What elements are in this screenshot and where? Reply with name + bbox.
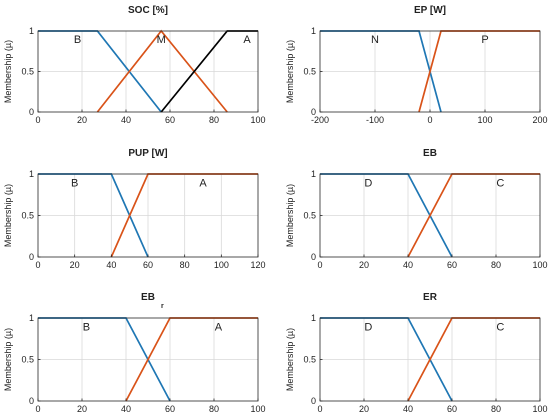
x-tick-label: 20	[70, 260, 80, 270]
y-tick-label: 0	[311, 107, 316, 117]
y-tick-label: 0	[311, 252, 316, 262]
series-label-p: P	[481, 34, 488, 46]
x-tick-label: 80	[209, 115, 219, 125]
x-tick-label: 20	[77, 404, 87, 414]
y-axis-label: Membership (µ)	[285, 184, 295, 247]
series-label-a: A	[215, 321, 223, 333]
y-tick-label: 1	[311, 313, 316, 323]
x-tick-label: 0	[35, 115, 40, 125]
series-label-m: M	[157, 34, 166, 46]
y-axis-label: Membership (µ)	[3, 184, 13, 247]
x-tick-label: 60	[165, 115, 175, 125]
x-tick-label: 20	[77, 115, 87, 125]
x-tick-label: 0	[317, 260, 322, 270]
y-axis-label: Membership (µ)	[3, 328, 13, 391]
y-tick-label: 1	[29, 26, 34, 36]
x-tick-label: 100	[532, 404, 547, 414]
y-axis-label: Membership (µ)	[285, 328, 295, 391]
chart-title: EB	[423, 148, 437, 159]
series-label-b: B	[71, 177, 78, 189]
x-tick-label: 100	[477, 115, 492, 125]
chart-panel-2: N P -200 -100 0 100 200 0 0.5 1 Membership (µ) EP […	[285, 5, 548, 125]
series-label-a: A	[243, 34, 251, 46]
y-axis-label: Membership (µ)	[285, 40, 295, 103]
y-tick-label: 0.5	[21, 211, 34, 221]
x-tick-label: -200	[311, 115, 329, 125]
x-tick-label: 100	[214, 260, 229, 270]
x-tick-label: 60	[143, 260, 153, 270]
x-tick-label: 0	[35, 404, 40, 414]
x-tick-label: 0	[35, 260, 40, 270]
series-label-d: D	[364, 321, 372, 333]
x-tick-label: 60	[447, 404, 457, 414]
y-tick-label: 1	[29, 313, 34, 323]
y-tick-label: 1	[311, 26, 316, 36]
x-tick-label: 0	[427, 115, 432, 125]
y-tick-label: 0	[311, 396, 316, 406]
x-tick-label: 40	[121, 404, 131, 414]
series-label-a: A	[199, 177, 207, 189]
y-tick-label: 0.5	[303, 211, 316, 221]
y-tick-label: 1	[29, 169, 34, 179]
x-tick-label: 40	[121, 115, 131, 125]
series-label-n: N	[371, 34, 379, 46]
chart-panel-4: D C 0 20 40 60 80 100 0 0.5 1 Membership (µ) EB	[285, 148, 548, 270]
x-tick-label: 100	[250, 115, 265, 125]
y-tick-label: 0	[29, 107, 34, 117]
series-label-c: C	[496, 321, 504, 333]
x-tick-label: 40	[403, 404, 413, 414]
x-tick-label: 40	[106, 260, 116, 270]
y-tick-label: 0.5	[303, 67, 316, 77]
y-tick-label: 0	[29, 396, 34, 406]
x-tick-label: 100	[532, 260, 547, 270]
series-label-c: C	[496, 177, 504, 189]
chart-panel-1: B M A 0 20 40 60 80 100 0 0.5 1 Membership (µ) SOC [%…	[3, 5, 266, 125]
chart-title: EB	[141, 292, 155, 303]
x-tick-label: -100	[366, 115, 384, 125]
x-tick-label: 60	[165, 404, 175, 414]
x-tick-label: 20	[359, 260, 369, 270]
series-label-d: D	[364, 177, 372, 189]
chart-title: EP [W]	[414, 5, 446, 16]
y-tick-label: 0.5	[303, 355, 316, 365]
chart-panel-3: B A 0 20 40 60 80 100 120 0 0.5 1 Membership (µ) PUP …	[3, 148, 266, 270]
x-tick-label: 60	[447, 260, 457, 270]
y-tick-label: 1	[311, 169, 316, 179]
x-tick-label: 80	[491, 404, 501, 414]
x-tick-label: 80	[180, 260, 190, 270]
y-tick-label: 0	[29, 252, 34, 262]
chart-title: ER	[423, 292, 438, 303]
series-label-b: B	[74, 34, 81, 46]
x-tick-label: 80	[209, 404, 219, 414]
y-axis-label: Membership (µ)	[3, 40, 13, 103]
y-tick-label: 0.5	[21, 67, 34, 77]
x-tick-label: 80	[491, 260, 501, 270]
x-tick-label: 100	[250, 404, 265, 414]
x-tick-label: 0	[317, 404, 322, 414]
x-tick-label: 40	[403, 260, 413, 270]
x-tick-label: 200	[532, 115, 547, 125]
chart-panel-6: D C 0 20 40 60 80 100 0 0.5 1 Membership (µ) ER	[285, 292, 548, 414]
series-label-b: B	[83, 321, 90, 333]
chart-title-subscript: r	[161, 303, 164, 310]
chart-panel-5: B A 0 20 40 60 80 100 0 0.5 1 Membership (µ) EB r	[3, 292, 266, 414]
chart-title: SOC [%]	[128, 5, 168, 16]
x-tick-label: 120	[250, 260, 265, 270]
y-tick-label: 0.5	[21, 355, 34, 365]
x-tick-label: 20	[359, 404, 369, 414]
chart-title: PUP [W]	[128, 148, 167, 159]
